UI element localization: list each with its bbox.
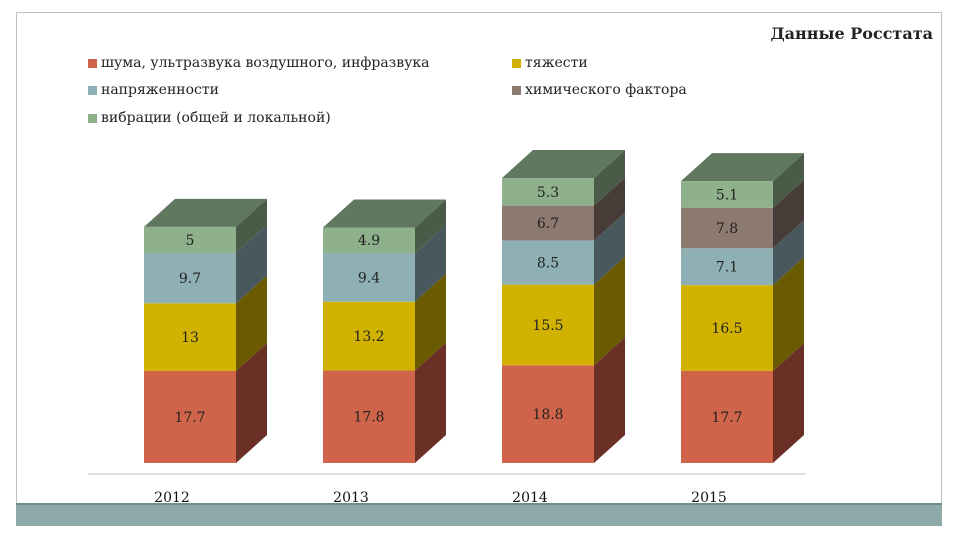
bar-vibration-2012 xyxy=(144,226,236,253)
bar-weight-2012 xyxy=(144,303,236,371)
data-label-vibration-2015: 5.1 xyxy=(716,187,738,203)
category-label-2014: 2014 xyxy=(512,490,548,506)
category-label-2015: 2015 xyxy=(691,490,727,506)
bar-weight-2015 xyxy=(681,285,773,371)
bar-chemical-2014 xyxy=(502,205,594,241)
data-label-weight-2012: 13 xyxy=(181,330,199,346)
bar-side-vibration-2014 xyxy=(594,150,625,206)
legend-item-tension: напряженности xyxy=(88,82,219,98)
data-label-tension-2015: 7.1 xyxy=(716,260,738,276)
legend-item-vibration: вибрации (общей и локальной) xyxy=(88,110,331,126)
data-label-vibration-2014: 5.3 xyxy=(537,185,559,201)
data-label-vibration-2013: 4.9 xyxy=(358,233,380,249)
bar-tension-2013 xyxy=(323,252,415,302)
data-label-weight-2013: 13.2 xyxy=(353,329,384,345)
legend-label-weight: тяжести xyxy=(525,55,588,71)
bar-weight-2013 xyxy=(323,301,415,371)
bar-side-tension-2015 xyxy=(773,220,804,286)
bar-vibration-2013 xyxy=(323,227,415,253)
bar-noise-2012 xyxy=(144,370,236,463)
bar-tension-2015 xyxy=(681,248,773,286)
bar-weight-2014 xyxy=(502,284,594,366)
data-label-tension-2012: 9.7 xyxy=(179,271,201,287)
category-label-2012: 2012 xyxy=(154,490,190,506)
bar-side-tension-2013 xyxy=(415,224,446,302)
bar-side-vibration-2015 xyxy=(773,153,804,208)
bar-vibration-2014 xyxy=(502,178,594,206)
bar-side-tension-2012 xyxy=(236,224,267,304)
data-label-noise-2013: 17.8 xyxy=(353,410,384,426)
data-label-noise-2014: 18.8 xyxy=(532,407,563,423)
data-label-chemical-2014: 6.7 xyxy=(537,216,559,232)
legend-label-tension: напряженности xyxy=(101,82,219,98)
legend-swatch-tension xyxy=(88,85,97,95)
legend-item-chemical: химического фактора xyxy=(512,82,687,98)
bar-side-noise-2015 xyxy=(773,342,804,463)
bar-side-noise-2014 xyxy=(594,337,625,463)
data-label-noise-2015: 17.7 xyxy=(711,410,742,426)
legend-swatch-weight xyxy=(512,58,521,68)
bar-top-2015 xyxy=(681,153,804,182)
data-label-tension-2013: 9.4 xyxy=(358,270,380,286)
bar-side-noise-2013 xyxy=(415,342,446,463)
bar-top-2013 xyxy=(323,199,446,228)
footer-bar xyxy=(16,503,942,526)
data-label-weight-2014: 15.5 xyxy=(532,318,563,334)
legend-label-noise: шума, ультразвука воздушного, инфразвука xyxy=(101,55,430,71)
bar-noise-2013 xyxy=(323,370,415,463)
category-label-2013: 2013 xyxy=(333,490,369,506)
bar-side-weight-2014 xyxy=(594,256,625,366)
source-label: Данные Росстата xyxy=(770,24,933,43)
data-label-noise-2012: 17.7 xyxy=(174,410,205,426)
legend-item-noise: шума, ультразвука воздушного, инфразвука xyxy=(88,55,430,71)
bar-side-chemical-2014 xyxy=(594,177,625,241)
data-label-vibration-2012: 5 xyxy=(186,233,195,249)
data-label-chemical-2015: 7.8 xyxy=(716,221,738,237)
bar-tension-2012 xyxy=(144,252,236,304)
bar-noise-2015 xyxy=(681,370,773,463)
bar-top-2012 xyxy=(144,198,267,227)
bar-chemical-2015 xyxy=(681,207,773,249)
legend-swatch-chemical xyxy=(512,85,521,95)
legend-label-chemical: химического фактора xyxy=(525,82,687,98)
data-label-tension-2014: 8.5 xyxy=(537,256,559,272)
legend-swatch-vibration xyxy=(88,113,97,123)
bar-side-tension-2014 xyxy=(594,212,625,285)
bar-noise-2014 xyxy=(502,365,594,463)
bar-side-weight-2012 xyxy=(236,275,267,371)
bar-tension-2014 xyxy=(502,240,594,285)
bar-side-weight-2013 xyxy=(415,273,446,371)
bar-side-weight-2015 xyxy=(773,257,804,371)
legend-swatch-noise xyxy=(88,58,97,68)
bar-side-vibration-2012 xyxy=(236,198,267,253)
bar-top-2014 xyxy=(502,150,625,179)
bar-side-vibration-2013 xyxy=(415,199,446,253)
bar-vibration-2015 xyxy=(681,181,773,208)
legend-label-vibration: вибрации (общей и локальной) xyxy=(101,110,331,126)
bar-side-noise-2012 xyxy=(236,342,267,463)
data-label-weight-2015: 16.5 xyxy=(711,321,742,337)
legend-item-weight: тяжести xyxy=(512,55,588,71)
bar-side-chemical-2015 xyxy=(773,179,804,249)
